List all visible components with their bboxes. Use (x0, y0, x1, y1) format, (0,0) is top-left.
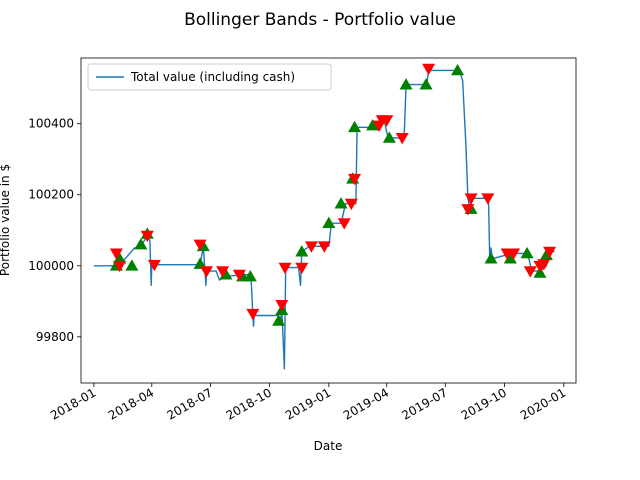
sell-marker (295, 262, 309, 275)
sell-marker (317, 241, 331, 253)
sell-marker (537, 259, 551, 271)
sell-marker (109, 248, 123, 260)
sell-marker (113, 260, 127, 273)
y-tick-label: 100400 (28, 117, 74, 131)
series-layer (93, 69, 555, 370)
sell-marker (464, 193, 478, 205)
marker-layer (109, 63, 557, 326)
y-axis: 99800 100000 100200 100400 (28, 117, 81, 344)
sell-marker (523, 266, 537, 278)
buy-marker (348, 120, 362, 133)
y-tick-label: 99800 (36, 330, 74, 344)
sell-marker (481, 193, 495, 205)
sell-marker (304, 241, 318, 253)
y-axis-label: Portfolio value in $ (0, 164, 12, 276)
buy-marker (399, 78, 413, 90)
chart-title: Bollinger Bands - Portfolio value (184, 10, 456, 30)
buy-marker (295, 245, 309, 257)
buy-marker (503, 252, 517, 264)
sell-marker (395, 133, 409, 145)
buy-marker (334, 197, 348, 209)
sell-marker (193, 239, 207, 251)
sell-marker (246, 308, 260, 321)
sell-marker (200, 266, 214, 278)
buy-marker (113, 252, 127, 264)
sell-marker (216, 266, 230, 278)
buy-marker (134, 237, 148, 250)
legend-entry-total-value: Total value (including cash) (130, 70, 295, 84)
buy-marker (322, 216, 336, 229)
buy-marker (484, 252, 498, 264)
buy-marker (243, 269, 257, 282)
sell-marker (461, 204, 475, 216)
sell-marker (232, 269, 246, 282)
buy-marker (366, 118, 380, 131)
buy-marker (125, 259, 139, 271)
sell-marker (348, 173, 362, 186)
legend-box (87, 63, 332, 91)
sell-marker (344, 198, 358, 211)
buy-marker (272, 314, 286, 326)
sell-marker (147, 259, 161, 272)
sell-marker (380, 115, 394, 127)
buy-marker (451, 63, 465, 76)
sell-marker (543, 246, 557, 259)
legend: Total value (including cash) (87, 63, 332, 91)
sell-marker (337, 218, 351, 230)
sell-marker (140, 230, 154, 243)
buy-marker (382, 131, 396, 143)
sell-marker (507, 248, 521, 260)
y-tick-label: 100000 (28, 259, 74, 273)
buy-marker (419, 78, 433, 90)
x-axis-label: Date (314, 439, 343, 453)
buy-marker (520, 246, 534, 259)
sell-marker (275, 299, 289, 312)
sell-marker (278, 262, 292, 275)
series-line-total-value (93, 69, 555, 370)
buy-marker (193, 257, 207, 269)
y-tick-label: 100200 (28, 188, 74, 202)
sell-marker (422, 63, 436, 76)
